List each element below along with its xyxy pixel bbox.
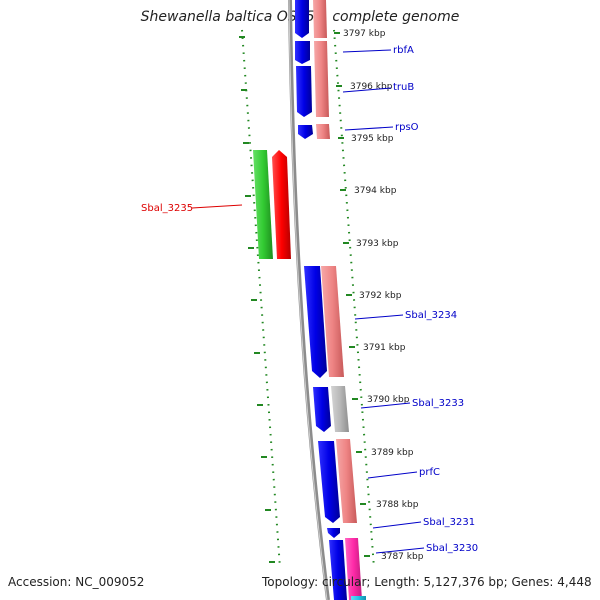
cds-prfc-blue[interactable] [318, 441, 340, 523]
gene-prfc-pink[interactable] [336, 439, 357, 523]
outer-ring-ticks-left [239, 36, 275, 563]
tick-labels: 3797 kbp 3796 kbp 3795 kbp 3794 kbp 3793… [343, 29, 424, 562]
gene-label-prfc[interactable]: prfC [419, 467, 440, 478]
gene-sbal-3235-green[interactable] [253, 150, 273, 259]
inner-dotted-ring-right [333, 29, 375, 569]
genome-backbone [288, 0, 330, 600]
tick-label: 3791 kbp [363, 343, 406, 353]
cds-sbal-3231-blue[interactable] [327, 528, 340, 538]
reverse-strand-features [253, 150, 291, 259]
forward-cds-features [295, 0, 347, 600]
gene-label-rpso[interactable]: rpsO [395, 122, 419, 133]
cds-rpso-blue[interactable] [298, 125, 313, 139]
gene-label-sbal-3231[interactable]: Sbal_3231 [423, 517, 475, 528]
gene-rbfa-trub-pink[interactable] [314, 41, 329, 117]
cds-sbal-3234-blue[interactable] [304, 266, 327, 378]
tick-label: 3787 kbp [381, 552, 424, 562]
gene-sbal-3234-pink[interactable] [321, 266, 344, 377]
gene-label-sbal-3235[interactable]: Sbal_3235 [141, 203, 193, 214]
inner-ring-ticks-right [334, 32, 370, 557]
rna-sbal-3230-magenta[interactable] [345, 538, 362, 600]
cds-sbal-3235-red[interactable] [272, 150, 291, 259]
tick-label: 3792 kbp [359, 291, 402, 301]
gene-label-sbal-3230[interactable]: Sbal_3230 [426, 543, 478, 554]
gene-sbal-3233-grey[interactable] [331, 386, 349, 432]
gene-label-sbal-3234[interactable]: Sbal_3234 [405, 310, 457, 321]
gene-label-rbfa[interactable]: rbfA [393, 45, 414, 56]
tick-label: 3794 kbp [354, 186, 397, 196]
tick-label: 3797 kbp [343, 29, 386, 39]
topology-label: Topology: circular; Length: 5,127,376 bp… [262, 575, 592, 589]
tick-label: 3795 kbp [351, 134, 394, 144]
cds-trub-blue[interactable] [296, 66, 312, 117]
forward-gene-features [313, 0, 366, 600]
tick-label: 3790 kbp [367, 395, 410, 405]
forward-gene-labels: rbfA truB rpsO Sbal_3234 Sbal_3233 prfC … [342, 45, 478, 554]
accession-label: Accession: NC_009052 [8, 575, 145, 589]
cds-sbal-3230-blue[interactable] [329, 540, 347, 600]
feature-bottom-cyan[interactable] [351, 596, 366, 600]
genome-backbone-highlight [288, 0, 328, 600]
gene-rpso-pink[interactable] [316, 124, 330, 139]
gene-label-trub[interactable]: truB [393, 82, 414, 93]
tick-label: 3793 kbp [356, 239, 399, 249]
reverse-gene-labels: Sbal_3235 [141, 203, 243, 214]
tick-label: 3796 kbp [350, 82, 393, 92]
cds-sbal-3233-blue[interactable] [313, 387, 331, 432]
outer-dotted-ring-left [239, 29, 281, 569]
cds-top-blue[interactable] [295, 0, 309, 38]
tick-label: 3788 kbp [376, 500, 419, 510]
gene-label-sbal-3233[interactable]: Sbal_3233 [412, 398, 464, 409]
cds-rbfa-blue[interactable] [295, 41, 310, 64]
tick-label: 3789 kbp [371, 448, 414, 458]
gene-top-pink[interactable] [313, 0, 327, 38]
